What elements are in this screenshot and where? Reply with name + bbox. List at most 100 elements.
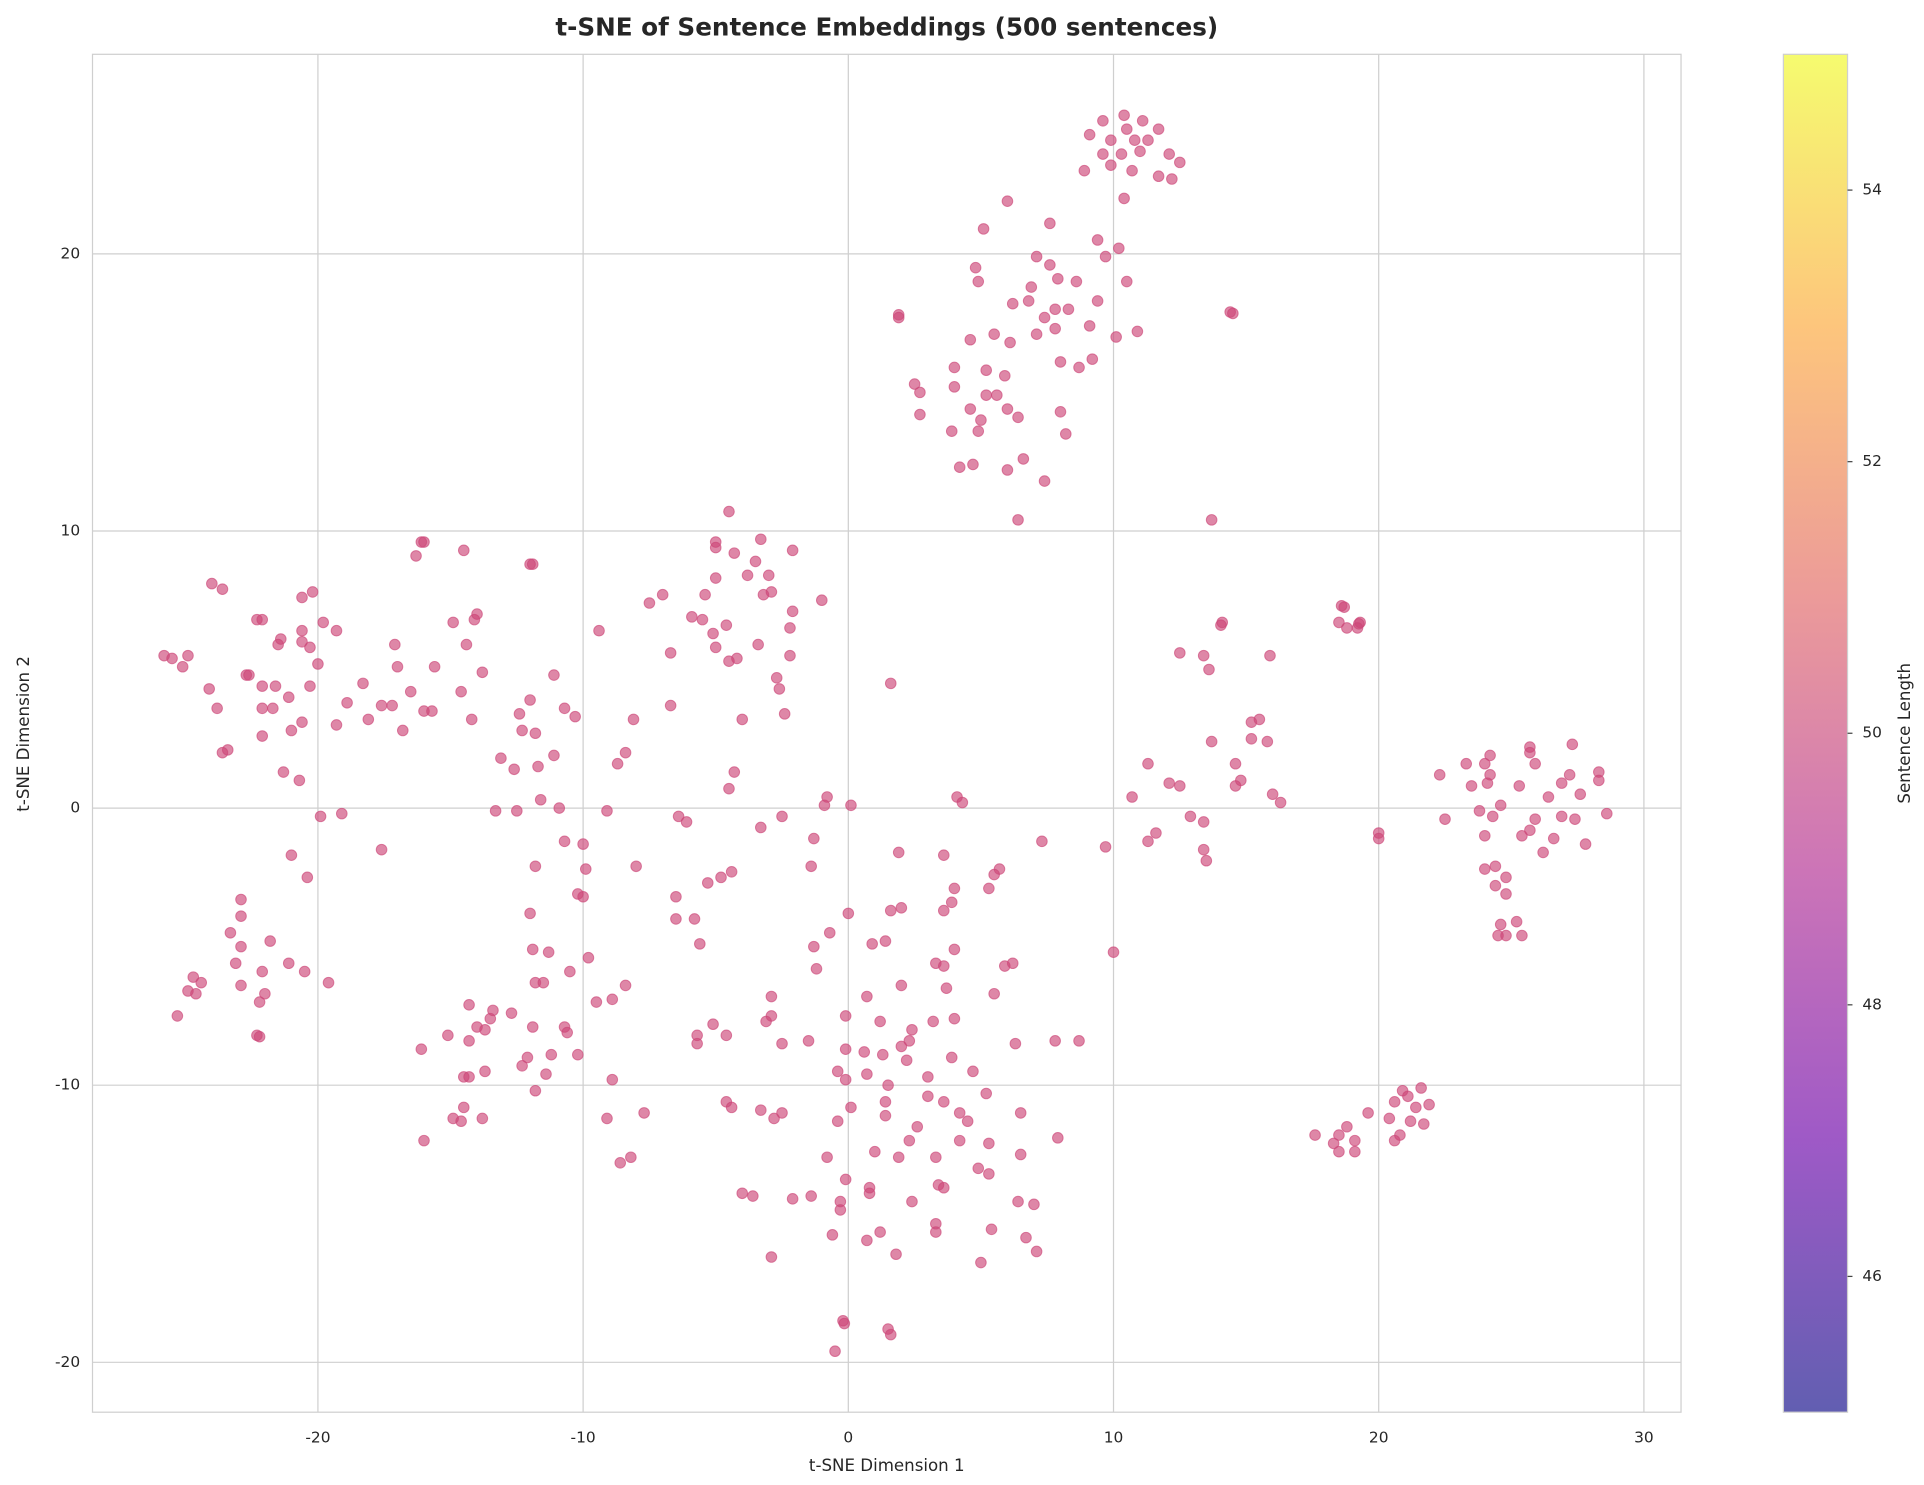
point bbox=[972, 275, 985, 288]
point bbox=[1174, 647, 1186, 659]
point bbox=[964, 333, 977, 346]
x-tick-label: 10 bbox=[1104, 1429, 1124, 1447]
point bbox=[465, 713, 478, 726]
point bbox=[914, 386, 926, 399]
point bbox=[786, 544, 799, 557]
point bbox=[1423, 1098, 1435, 1111]
point bbox=[1524, 824, 1536, 837]
point bbox=[1245, 716, 1258, 728]
point bbox=[396, 724, 409, 737]
point bbox=[1555, 810, 1568, 823]
point bbox=[845, 799, 857, 812]
point bbox=[829, 1345, 841, 1358]
point bbox=[590, 996, 603, 1008]
point bbox=[1120, 275, 1133, 288]
point bbox=[1333, 1129, 1345, 1141]
point bbox=[298, 965, 311, 978]
point bbox=[839, 1010, 852, 1022]
point bbox=[1547, 832, 1560, 845]
point bbox=[998, 369, 1011, 382]
point bbox=[975, 414, 987, 426]
point bbox=[1404, 1115, 1417, 1128]
point bbox=[277, 766, 290, 778]
point bbox=[937, 1181, 950, 1194]
point bbox=[479, 1065, 491, 1078]
point bbox=[927, 1015, 939, 1028]
point bbox=[619, 746, 632, 759]
point bbox=[861, 1234, 873, 1247]
point bbox=[256, 965, 269, 978]
y-axis-label: t-SNE Dimension 2 bbox=[14, 656, 33, 812]
point bbox=[818, 799, 831, 812]
point bbox=[386, 699, 398, 712]
point bbox=[1054, 356, 1067, 368]
point bbox=[892, 846, 905, 859]
point bbox=[755, 533, 767, 546]
point bbox=[776, 1037, 788, 1050]
point bbox=[606, 1073, 619, 1086]
point bbox=[572, 1048, 584, 1061]
point bbox=[688, 913, 701, 925]
point bbox=[911, 1120, 924, 1133]
colorbar-tick-label: 54 bbox=[1862, 181, 1882, 199]
point bbox=[627, 713, 640, 726]
point bbox=[190, 987, 202, 1000]
point bbox=[765, 990, 778, 1003]
point bbox=[1163, 777, 1175, 789]
point bbox=[1388, 1096, 1401, 1108]
point bbox=[235, 910, 247, 922]
point bbox=[1481, 777, 1494, 789]
point bbox=[526, 1021, 539, 1033]
point bbox=[1205, 514, 1218, 526]
point bbox=[267, 702, 279, 715]
point bbox=[521, 1051, 534, 1064]
point bbox=[823, 926, 836, 939]
point bbox=[1383, 1112, 1396, 1125]
point bbox=[778, 708, 791, 720]
point bbox=[176, 660, 189, 673]
point bbox=[1070, 275, 1083, 288]
point bbox=[256, 613, 269, 626]
point bbox=[1489, 879, 1502, 892]
point bbox=[991, 389, 1003, 401]
point bbox=[1494, 918, 1507, 931]
point bbox=[341, 696, 353, 709]
point bbox=[269, 680, 282, 692]
point bbox=[1333, 616, 1345, 629]
point bbox=[964, 403, 977, 415]
point bbox=[808, 832, 820, 845]
x-tick-label: 20 bbox=[1369, 1429, 1389, 1447]
point bbox=[476, 1112, 489, 1125]
point bbox=[1105, 159, 1117, 171]
point bbox=[426, 705, 438, 717]
point bbox=[1227, 307, 1239, 320]
point bbox=[1261, 735, 1274, 748]
point bbox=[1128, 134, 1141, 147]
point bbox=[1152, 170, 1165, 183]
point bbox=[285, 849, 298, 861]
point bbox=[529, 1084, 542, 1097]
point bbox=[709, 572, 722, 584]
point bbox=[1038, 311, 1051, 324]
point bbox=[457, 1101, 470, 1114]
point bbox=[524, 694, 536, 706]
point bbox=[773, 683, 786, 695]
colorbar bbox=[1782, 53, 1849, 1413]
point bbox=[1600, 807, 1613, 820]
point bbox=[561, 1026, 574, 1039]
point bbox=[253, 1030, 266, 1043]
point bbox=[582, 951, 595, 964]
point bbox=[1197, 649, 1210, 662]
point bbox=[903, 1134, 916, 1147]
point bbox=[826, 1229, 839, 1241]
point bbox=[723, 782, 735, 795]
point bbox=[988, 868, 1000, 881]
point bbox=[1500, 929, 1512, 942]
point bbox=[1529, 757, 1541, 770]
point bbox=[953, 1107, 966, 1119]
point bbox=[1338, 601, 1351, 613]
point bbox=[1542, 791, 1555, 803]
point bbox=[768, 1112, 780, 1125]
point bbox=[317, 616, 330, 629]
point bbox=[606, 993, 619, 1006]
